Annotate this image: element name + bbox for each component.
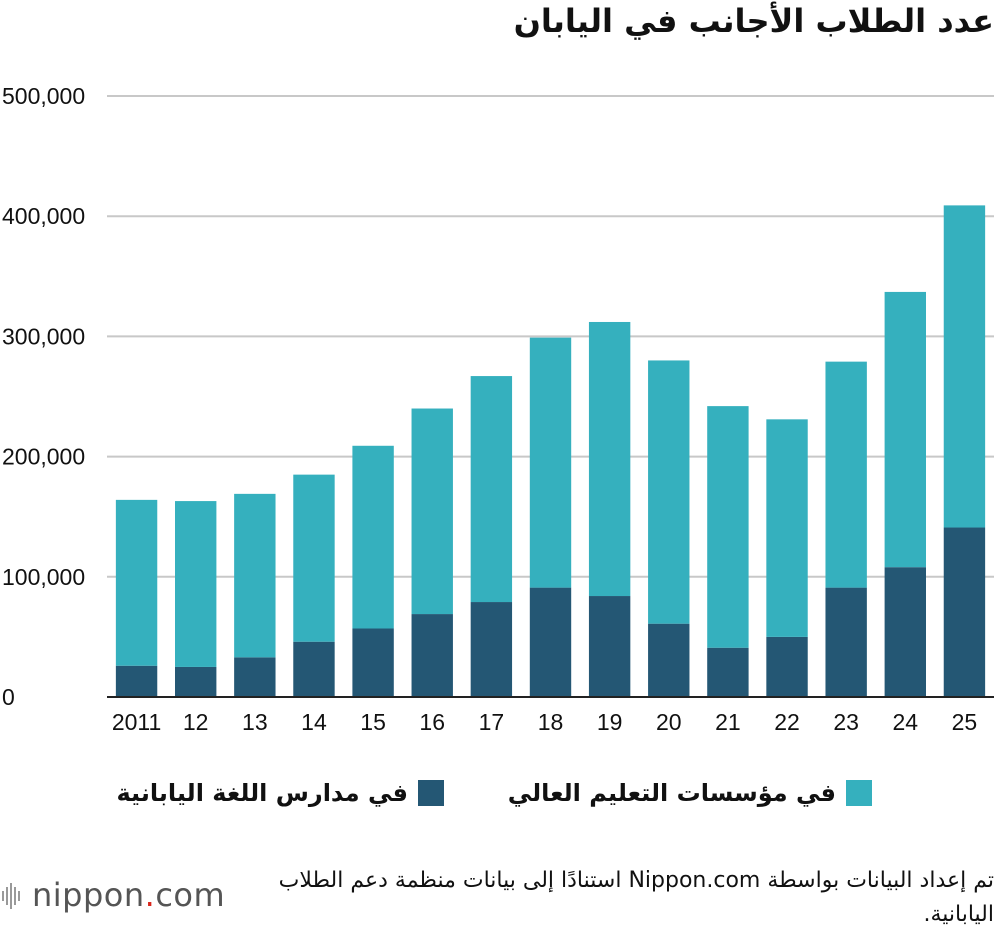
bar-language-schools xyxy=(352,628,394,697)
x-tick-label: 19 xyxy=(597,709,623,735)
bar-language-schools xyxy=(884,567,926,697)
bar-higher-education xyxy=(234,493,276,658)
y-tick-label: 0 xyxy=(2,684,15,710)
y-tick-label: 400,000 xyxy=(2,203,85,229)
bar-higher-education xyxy=(470,376,513,603)
bar-higher-education xyxy=(411,408,453,615)
bar-higher-education xyxy=(352,445,394,629)
bar-higher-education xyxy=(825,361,867,588)
bar-higher-education xyxy=(529,337,572,588)
bar-language-schools xyxy=(766,636,808,697)
bar-language-schools xyxy=(293,641,335,697)
bar-language-schools xyxy=(707,647,749,697)
y-tick-label: 200,000 xyxy=(2,444,85,470)
y-tick-label: 100,000 xyxy=(2,564,85,590)
bar-higher-education xyxy=(115,499,158,666)
nippon-logo-icon xyxy=(2,883,20,909)
bars xyxy=(115,205,986,697)
x-tick-label: 2011 xyxy=(112,709,161,735)
x-tick-label: 16 xyxy=(419,709,445,735)
legend-label-higher-education: في مؤسسات التعليم العالي xyxy=(507,779,836,807)
bar-higher-education xyxy=(884,291,926,568)
source-note: تم إعداد البيانات بواسطة Nippon.com استن… xyxy=(278,868,994,927)
bar-language-schools xyxy=(411,614,453,697)
bar-higher-education xyxy=(943,205,986,528)
x-tick-label: 23 xyxy=(833,709,859,735)
bar-language-schools xyxy=(943,527,986,697)
y-axis-tick-labels: 0 100,000 200,000 300,000 400,000 500,000 xyxy=(2,83,85,710)
logo-dot: . xyxy=(144,876,156,914)
bar-language-schools xyxy=(825,587,867,697)
y-tick-label: 500,000 xyxy=(2,83,85,109)
x-tick-label: 21 xyxy=(715,709,741,735)
legend-higher-education: في مؤسسات التعليم العالي xyxy=(508,776,872,810)
legend-swatch-higher-education xyxy=(846,780,872,806)
logo-suffix: com xyxy=(155,876,226,914)
x-tick-label: 24 xyxy=(893,709,919,735)
logo-name: nippon xyxy=(32,876,145,914)
bar-language-schools xyxy=(234,657,276,697)
x-tick-label: 20 xyxy=(656,709,682,735)
x-axis-tick-labels: 2011 12 13 14 15 16 17 18 19 20 21 22 23 24 25 xyxy=(112,709,977,735)
x-tick-label: 15 xyxy=(360,709,386,735)
legend-language-schools: في مدارس اللغة اليابانية xyxy=(116,776,444,810)
x-tick-label: 14 xyxy=(301,709,327,735)
bar-language-schools xyxy=(588,596,631,697)
chart-title: عدد الطلاب الأجانب في اليابان xyxy=(513,2,994,40)
x-tick-label: 17 xyxy=(479,709,505,735)
legend-swatch-language-schools xyxy=(418,780,444,806)
nippon-logo: nippon. com xyxy=(2,876,225,914)
legend-label-language-schools: في مدارس اللغة اليابانية xyxy=(116,779,408,807)
x-tick-label: 12 xyxy=(183,709,209,735)
bar-higher-education xyxy=(648,360,690,624)
bar-higher-education xyxy=(588,321,631,597)
bar-language-schools xyxy=(115,665,158,697)
bar-language-schools xyxy=(529,587,572,697)
x-tick-label: 18 xyxy=(538,709,564,735)
bar-language-schools xyxy=(175,666,217,697)
bar-higher-education xyxy=(766,419,808,637)
bar-higher-education xyxy=(707,406,749,648)
x-tick-label: 22 xyxy=(774,709,800,735)
bar-language-schools xyxy=(470,602,513,697)
bar-language-schools xyxy=(648,623,690,697)
bar-higher-education xyxy=(175,501,217,667)
y-tick-label: 300,000 xyxy=(2,323,85,349)
bar-higher-education xyxy=(293,474,335,642)
x-tick-label: 13 xyxy=(242,709,268,735)
x-tick-label: 25 xyxy=(952,709,978,735)
